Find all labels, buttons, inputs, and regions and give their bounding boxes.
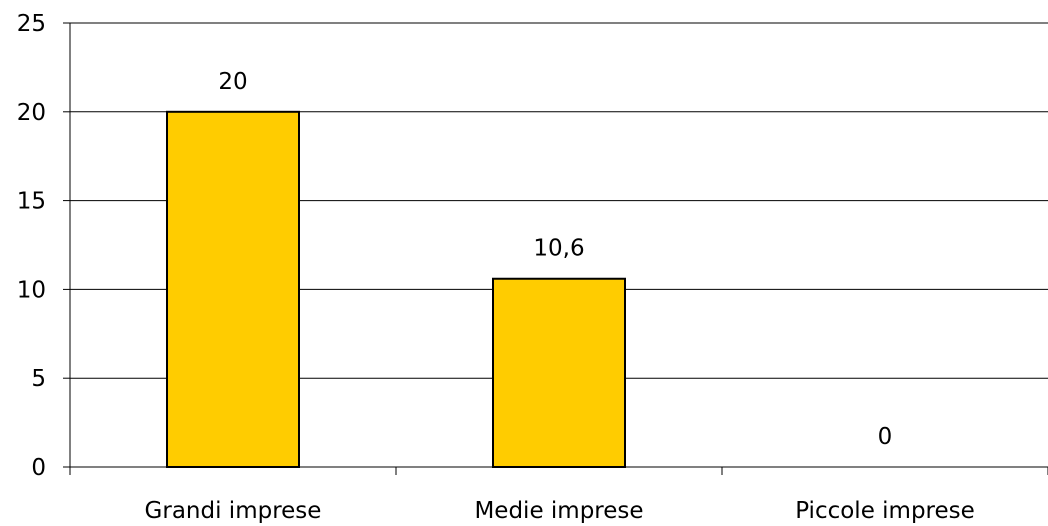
y-tick-label-10: 10 bbox=[17, 277, 46, 303]
x-category-label-piccole-imprese: Piccole imprese bbox=[795, 498, 975, 524]
bars bbox=[166, 110, 626, 469]
bar-grandi-imprese bbox=[166, 110, 300, 469]
y-tick-label-15: 15 bbox=[17, 189, 46, 215]
data-label-medie-imprese: 10,6 bbox=[533, 236, 584, 262]
y-tick-label-25: 25 bbox=[17, 11, 46, 37]
bar-medie-imprese bbox=[492, 277, 626, 468]
x-category-label-grandi-imprese: Grandi imprese bbox=[145, 498, 322, 524]
labels: 0 5 10 15 20 25 20 Grandi imprese 10,6 Medie impr… bbox=[17, 11, 975, 524]
data-label-piccole-imprese: 0 bbox=[878, 424, 893, 450]
x-category-label-medie-imprese: Medie imprese bbox=[474, 498, 643, 524]
y-tick-label-20: 20 bbox=[17, 100, 46, 126]
y-tick-label-5: 5 bbox=[31, 366, 46, 392]
data-label-grandi-imprese: 20 bbox=[218, 69, 247, 95]
y-tick-label-0: 0 bbox=[31, 455, 46, 481]
